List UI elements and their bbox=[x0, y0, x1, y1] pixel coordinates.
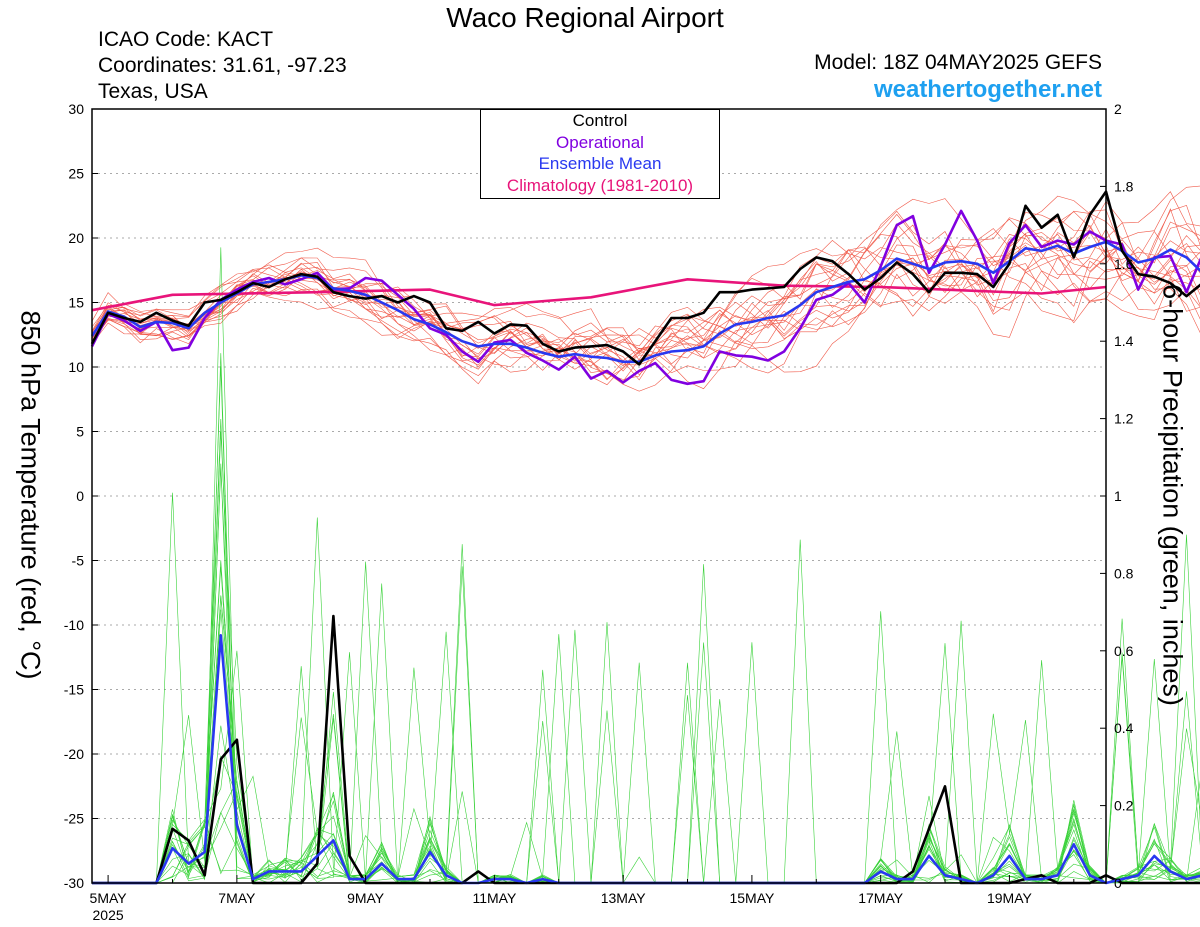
x-tick-label: 13MAY bbox=[601, 890, 647, 906]
member-precip-line bbox=[92, 560, 1200, 884]
y-tick-label-right: 1.4 bbox=[1114, 333, 1134, 349]
member-precip-line bbox=[92, 467, 1200, 884]
y-tick-label-left: 5 bbox=[76, 424, 84, 440]
y-tick-label-right: 1.8 bbox=[1114, 178, 1134, 194]
x-year-label: 2025 bbox=[93, 907, 124, 923]
y-tick-label-right: 0 bbox=[1114, 875, 1122, 891]
region: Texas, USA bbox=[98, 80, 208, 103]
member-precip-line bbox=[92, 583, 1200, 884]
member-precip-line bbox=[92, 534, 1200, 884]
ensemble-members bbox=[91, 185, 1200, 884]
member-precip-line bbox=[92, 418, 1200, 884]
x-tick-label: 5MAY bbox=[90, 890, 128, 906]
y-tick-label-left: -15 bbox=[64, 682, 84, 698]
legend: Control Operational Ensemble Mean Climat… bbox=[480, 109, 720, 199]
site-name: weathertogether.net bbox=[873, 76, 1102, 103]
legend-ensemble-mean: Ensemble Mean bbox=[538, 154, 662, 173]
y-tick-label-right: 0.2 bbox=[1114, 798, 1134, 814]
member-temp-line bbox=[91, 208, 1200, 362]
member-precip-line bbox=[92, 539, 1200, 884]
member-precip-line bbox=[92, 660, 1200, 884]
member-precip-line bbox=[92, 595, 1200, 884]
y-tick-label-right: 0.6 bbox=[1114, 643, 1134, 659]
control-precip-line bbox=[92, 614, 1200, 885]
x-tick-label: 19MAY bbox=[987, 890, 1033, 906]
y-tick-label-left: -10 bbox=[64, 617, 84, 633]
member-precip-line bbox=[92, 247, 1200, 884]
member-temp-line bbox=[91, 244, 1200, 390]
chart-title: Waco Regional Airport bbox=[446, 2, 724, 33]
member-temp-line bbox=[91, 235, 1200, 374]
member-precip-line bbox=[92, 609, 1200, 884]
x-tick-label: 11MAY bbox=[472, 890, 516, 906]
climatology-temp-line bbox=[91, 277, 1107, 312]
y-tick-label-left: 15 bbox=[68, 295, 84, 311]
series-lines bbox=[90, 190, 1200, 885]
legend-operational: Operational bbox=[556, 132, 644, 152]
member-precip-line bbox=[92, 566, 1200, 884]
y-tick-label-right: 0.8 bbox=[1114, 565, 1134, 581]
icao-code: ICAO Code: KACT bbox=[98, 28, 274, 51]
x-tick-label: 7MAY bbox=[218, 890, 256, 906]
member-precip-line bbox=[92, 431, 1200, 884]
member-precip-line bbox=[92, 544, 1200, 884]
member-temp-line bbox=[91, 231, 1200, 381]
y-tick-label-left: -30 bbox=[64, 875, 84, 891]
y-axis-label-right: 6-hour Precipitation (green, inches) bbox=[1157, 284, 1188, 706]
model-run: Model: 18Z 04MAY2025 GEFS bbox=[814, 51, 1102, 74]
member-temp-line bbox=[91, 200, 1200, 372]
y-tick-label-left: 20 bbox=[68, 230, 84, 246]
y-tick-label-right: 1.6 bbox=[1114, 256, 1134, 272]
tick-labels: 302520151050-5-10-15-20-25-3021.81.61.41… bbox=[64, 101, 1134, 923]
y-tick-label-left: -20 bbox=[64, 746, 84, 762]
member-precip-line bbox=[92, 492, 1200, 884]
member-temp-line bbox=[91, 205, 1200, 354]
x-tick-label: 17MAY bbox=[858, 890, 904, 906]
y-tick-label-right: 0.4 bbox=[1114, 720, 1134, 736]
operational-temp-line bbox=[90, 209, 1200, 386]
y-axis-label-left: 850 hPa Temperature (red, °C) bbox=[15, 310, 46, 680]
y-tick-label-left: -5 bbox=[72, 553, 85, 569]
coordinates: Coordinates: 31.61, -97.23 bbox=[98, 54, 347, 77]
member-temp-line bbox=[91, 230, 1200, 381]
y-tick-label-left: 0 bbox=[76, 488, 84, 504]
member-temp-line bbox=[91, 224, 1200, 357]
y-tick-label-left: 25 bbox=[68, 166, 84, 182]
x-tick-label: 9MAY bbox=[347, 890, 385, 906]
member-precip-line bbox=[92, 595, 1200, 884]
x-tick-label: 15MAY bbox=[729, 890, 775, 906]
y-tick-label-right: 2 bbox=[1114, 101, 1122, 117]
y-tick-label-right: 1.2 bbox=[1114, 411, 1134, 427]
member-precip-line bbox=[92, 463, 1200, 884]
member-temp-line bbox=[91, 234, 1200, 382]
member-temp-line bbox=[91, 239, 1200, 370]
legend-control: Control bbox=[572, 111, 628, 130]
member-temp-line bbox=[91, 209, 1200, 392]
y-tick-label-left: 10 bbox=[68, 359, 84, 375]
y-tick-label-left: 30 bbox=[68, 101, 84, 117]
member-temp-line bbox=[91, 198, 1200, 380]
y-tick-label-left: -25 bbox=[64, 811, 84, 827]
y-tick-label-right: 1 bbox=[1114, 488, 1122, 504]
legend-climatology: Climatology (1981-2010) bbox=[506, 175, 694, 195]
control-temp-line bbox=[90, 190, 1200, 366]
